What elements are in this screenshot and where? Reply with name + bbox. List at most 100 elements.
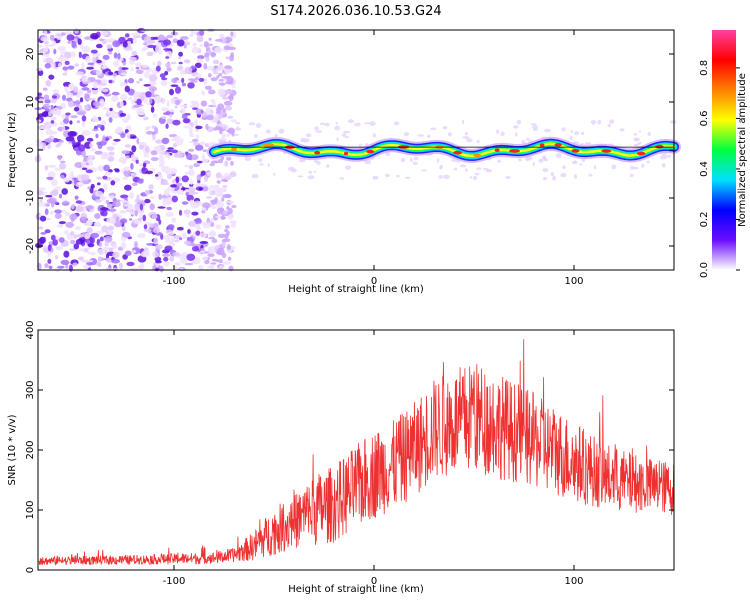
noise-dot [155,262,159,268]
noise-dot [177,39,185,47]
noise-dot [162,253,171,257]
noise-dot [111,91,120,96]
noise-dot [149,97,153,104]
noise-dot [168,109,176,113]
noise-dot [521,140,526,145]
noise-dot [74,226,81,231]
noise-dot [210,160,220,164]
noise-dot [202,202,211,209]
noise-dot [70,239,76,245]
noise-dot [152,133,156,141]
noise-dot [218,265,225,269]
noise-dot [36,154,41,162]
noise-dot [103,183,108,191]
noise-dot [427,134,431,139]
noise-dot [169,88,174,96]
noise-dot [107,52,113,55]
noise-dot [526,137,530,141]
noise-dot [143,84,151,87]
noise-dot [143,228,152,232]
noise-dot [42,103,51,109]
noise-dot [335,121,338,125]
noise-dot [222,185,228,188]
noise-dot [96,261,101,267]
noise-dot [384,173,390,178]
noise-dot [39,236,46,244]
colorbar-tick-label: 0.4 [699,161,710,177]
noise-dot [142,162,147,168]
noise-dot [38,226,44,230]
noise-dot [61,188,68,195]
noise-dot [165,123,169,129]
noise-dot [530,123,537,126]
noise-dot [172,178,176,184]
noise-dot [123,169,132,177]
noise-dot [47,251,51,257]
noise-dot [204,52,210,59]
noise-dot [54,212,62,219]
noise-dot [230,222,236,228]
noise-dot [442,125,448,130]
noise-dot [54,167,61,171]
noise-dot [71,41,77,48]
noise-dot [174,86,182,94]
noise-dot [191,211,199,216]
noise-dot [95,190,104,197]
noise-dot [43,94,50,100]
noise-dot [174,99,181,106]
noise-dot [570,129,574,134]
noise-dot [102,246,110,250]
noise-dot [161,165,170,173]
noise-dot [579,163,583,166]
noise-dot [215,215,223,219]
noise-dot [75,234,84,238]
noise-dot [86,137,94,142]
noise-dot [417,134,424,137]
noise-dot [188,165,194,170]
noise-dot [174,105,178,109]
ridge-hotspot [655,144,664,149]
noise-dot [153,237,159,245]
noise-dot [97,248,106,255]
noise-dot [223,45,230,51]
noise-dot [336,137,339,141]
noise-dot [64,230,70,236]
noise-dot [314,126,319,131]
noise-dot [78,51,82,58]
noise-dot [206,172,211,176]
noise-dot [104,235,113,243]
noise-dot [195,230,201,236]
noise-dot [152,61,156,66]
noise-dot [123,203,130,207]
ridge-hotspot [509,149,520,153]
noise-dot [217,103,225,110]
noise-dot [144,145,150,153]
noise-dot [201,158,209,163]
noise-dot [210,222,215,228]
noise-dot [150,157,159,162]
noise-dot [119,100,124,108]
noise-dot [70,203,75,210]
noise-dot [93,222,98,226]
noise-dot [176,226,184,231]
noise-dot [229,220,237,224]
noise-dot [223,100,233,106]
noise-dot [94,150,103,155]
noise-dot [105,199,110,204]
noise-dot [150,196,155,199]
noise-dot [128,60,135,65]
colorbar-gradient [712,30,736,270]
noise-dot [313,170,317,173]
noise-dot [552,176,556,181]
noise-dot [131,249,137,254]
noise-dot [129,218,133,221]
noise-dot [72,262,78,267]
noise-dot [104,240,109,247]
noise-dot [207,246,212,253]
ridge-hotspot [343,151,349,156]
noise-dot [179,104,188,108]
noise-dot [132,105,141,108]
noise-dot [97,142,103,150]
noise-dot [186,152,192,160]
noise-dot [98,82,107,86]
